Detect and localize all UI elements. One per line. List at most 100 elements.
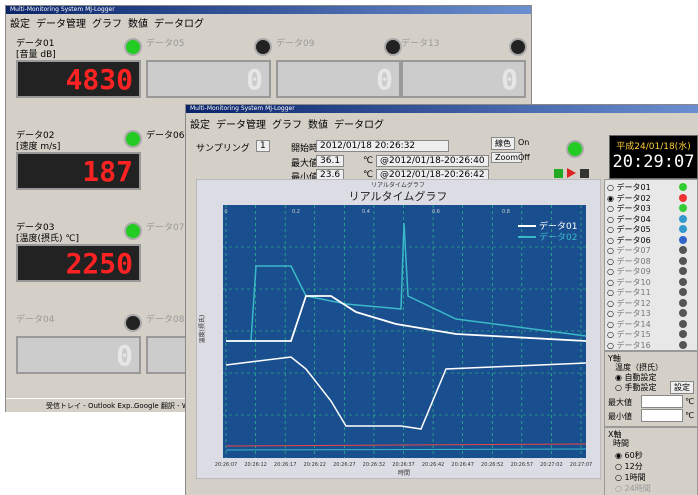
menu-item[interactable]: 設定 bbox=[10, 19, 30, 30]
channel-icon bbox=[679, 183, 687, 191]
channel-icon bbox=[679, 235, 687, 244]
unit: ℃ bbox=[685, 411, 694, 420]
panel-name: データ01 bbox=[16, 39, 55, 49]
legend-label: データ02 bbox=[539, 231, 577, 243]
legend-label: データ01 bbox=[539, 220, 577, 232]
status-led bbox=[384, 38, 402, 56]
menu-item[interactable]: 数値 bbox=[308, 120, 328, 131]
pause-button[interactable] bbox=[580, 169, 589, 178]
panel-name: データ13 bbox=[401, 39, 440, 49]
unit: ℃ bbox=[363, 156, 374, 166]
x-tick-label: 20:27:07 bbox=[570, 462, 592, 468]
label: 最小値 bbox=[291, 173, 319, 183]
x-tick-label: 20:26:42 bbox=[422, 462, 444, 468]
input[interactable] bbox=[641, 395, 683, 408]
radio[interactable]: ◉ 自動設定 bbox=[615, 373, 657, 382]
panel-name: データ07 bbox=[146, 223, 185, 233]
status-led bbox=[124, 222, 142, 240]
channel-label: データ03 bbox=[616, 204, 651, 213]
menu-item[interactable]: 数値 bbox=[128, 19, 148, 30]
button[interactable]: 設定 bbox=[670, 381, 694, 394]
channel-label: データ08 bbox=[616, 256, 651, 266]
x-tick-label: 20:26:12 bbox=[244, 462, 266, 468]
channel-icon bbox=[679, 246, 687, 254]
menu-item[interactable]: グラフ bbox=[272, 120, 302, 131]
status-led bbox=[566, 140, 584, 158]
menu-item[interactable]: データ管理 bbox=[36, 19, 86, 30]
button[interactable]: Zoom bbox=[491, 152, 523, 163]
taskbar-item[interactable]: 受信トレイ - Outlook Exp... bbox=[46, 402, 138, 410]
channel-row[interactable]: ○ データ13 bbox=[607, 309, 651, 318]
label: 最大値 bbox=[608, 398, 632, 407]
channel-row[interactable]: ○ データ15 bbox=[607, 330, 651, 339]
menu-item[interactable]: グラフ bbox=[92, 19, 122, 30]
channel-row[interactable]: ○ データ09 bbox=[607, 267, 651, 276]
status-led bbox=[124, 130, 142, 148]
channel-row[interactable]: ○ データ05 bbox=[607, 225, 651, 234]
label: 12分 bbox=[624, 462, 643, 471]
channel-row[interactable]: ○ データ11 bbox=[607, 288, 651, 297]
label: 手動設定 bbox=[624, 383, 657, 392]
channel-row[interactable]: ◉ データ02 bbox=[607, 193, 651, 203]
menu-item[interactable]: データ管理 bbox=[216, 120, 266, 131]
panel-unit: [速度 m/s] bbox=[16, 142, 61, 152]
channel-row[interactable]: ○ データ07 bbox=[607, 246, 651, 255]
label: 最大値 bbox=[291, 159, 319, 169]
panel-title: X軸 bbox=[608, 430, 622, 439]
clock-time: 20:29:07 bbox=[612, 152, 695, 172]
panel-unit: [音量 dB] bbox=[16, 50, 56, 60]
stop-button[interactable] bbox=[554, 169, 563, 178]
channel-row[interactable]: ○ データ12 bbox=[607, 298, 651, 308]
button[interactable]: 線色 bbox=[491, 137, 515, 150]
display: 4830 bbox=[16, 60, 141, 98]
channel-icon bbox=[679, 309, 687, 317]
status-led bbox=[509, 38, 527, 56]
x-tick-label: 20:26:37 bbox=[392, 462, 414, 468]
radio[interactable]: ○ 24時間 bbox=[615, 484, 651, 493]
channel-row[interactable]: ○ データ08 bbox=[607, 256, 651, 266]
unit: ℃ bbox=[685, 397, 694, 406]
y-axis-label: 温度(摂氏) bbox=[198, 315, 206, 344]
radio[interactable]: ○ 1時間 bbox=[615, 473, 646, 482]
value: 36.1 bbox=[316, 155, 345, 167]
value: 1 bbox=[256, 140, 270, 152]
channel-icon bbox=[679, 288, 687, 296]
panel-title: Y軸 bbox=[608, 354, 621, 363]
title-bar: Multi-Monitoring System MJ-Logger bbox=[186, 105, 698, 113]
channel-row[interactable]: ○ データ14 bbox=[607, 319, 651, 329]
channel-row[interactable]: ○ データ10 bbox=[607, 277, 651, 287]
graph-small-title: リアルタイムグラフ bbox=[371, 181, 425, 189]
series-line bbox=[226, 222, 587, 342]
radio[interactable]: ○ 手動設定 bbox=[615, 383, 657, 392]
title-bar: Multi-Monitoring System MJ-Logger bbox=[6, 6, 531, 14]
channel-row[interactable]: ○ データ06 bbox=[607, 235, 651, 245]
channel-row[interactable]: ○ データ04 bbox=[607, 214, 651, 224]
menu-item[interactable]: 設定 bbox=[190, 120, 210, 131]
channel-row[interactable]: ○ データ16 bbox=[607, 340, 651, 350]
channel-label: データ10 bbox=[616, 277, 651, 287]
panel-name: データ02 bbox=[16, 131, 55, 141]
play-button[interactable] bbox=[567, 168, 576, 178]
x-tick-label: 20:26:07 bbox=[215, 462, 237, 468]
channel-icon bbox=[679, 193, 687, 202]
panel-unit: [温度(摂氏) ℃] bbox=[16, 234, 80, 244]
channel-label: データ09 bbox=[616, 267, 651, 276]
state: Off bbox=[518, 153, 530, 162]
label: 最小値 bbox=[608, 412, 632, 421]
taskbar-item[interactable]: Google 翻訳 - Wi... bbox=[134, 402, 198, 410]
front-window: Multi-Monitoring System MJ-Logger 設定 データ管… bbox=[185, 104, 698, 495]
radio[interactable]: ○ 12分 bbox=[615, 462, 643, 471]
input[interactable] bbox=[641, 409, 683, 422]
channel-row[interactable]: ○ データ03 bbox=[607, 204, 651, 213]
menu-item[interactable]: データログ bbox=[334, 120, 384, 131]
menu-bar: 設定 データ管理 グラフ 数値 データログ bbox=[10, 15, 210, 30]
display: 187 bbox=[16, 152, 141, 190]
radio[interactable]: ◉ 60秒 bbox=[615, 451, 643, 460]
top-tick-label: 0.4 bbox=[362, 209, 370, 215]
series-line bbox=[225, 356, 587, 430]
channel-label: データ05 bbox=[616, 225, 651, 234]
menu-item[interactable]: データログ bbox=[154, 19, 204, 30]
channel-row[interactable]: ○ データ01 bbox=[607, 183, 651, 192]
panel-name: データ05 bbox=[146, 39, 185, 49]
channel-icon bbox=[679, 225, 687, 233]
